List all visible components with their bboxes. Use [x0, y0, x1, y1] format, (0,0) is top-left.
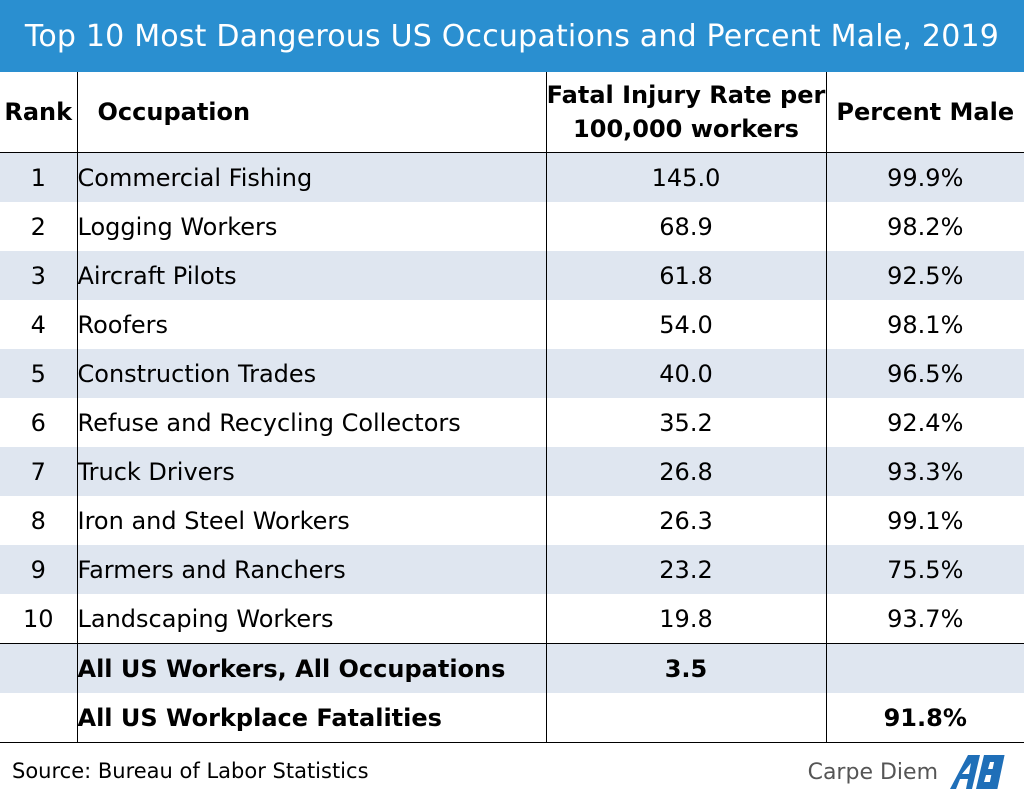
occupation-cell: Construction Trades	[76, 349, 547, 398]
table-row: 4 Roofers 54.0 98.1%	[0, 300, 1024, 349]
fatal-rate-cell: 145.0	[545, 152, 827, 202]
occupation-cell: Commercial Fishing	[76, 152, 547, 202]
summary-male-cell: 91.8%	[825, 693, 1024, 743]
table-row: 7 Truck Drivers 26.8 93.3%	[0, 447, 1024, 496]
fatal-rate-cell: 26.3	[545, 496, 827, 545]
rank-cell: 3	[0, 251, 78, 300]
table-row: 2 Logging Workers 68.9 98.2%	[0, 202, 1024, 251]
percent-male-cell: 75.5%	[825, 545, 1024, 594]
table-row: 1 Commercial Fishing 145.0 99.9%	[0, 152, 1024, 202]
table-row: 6 Refuse and Recycling Collectors 35.2 92.4…	[0, 398, 1024, 447]
rank-cell: 5	[0, 349, 78, 398]
percent-male-cell: 93.3%	[825, 447, 1024, 496]
summary-rate-cell: 3.5	[545, 643, 827, 693]
table-row: 5 Construction Trades 40.0 96.5%	[0, 349, 1024, 398]
summary-row: All US Workplace Fatalities 91.8%	[0, 693, 1024, 743]
header-fatal-injury-rate: Fatal Injury Rate per 100,000 workers	[545, 72, 827, 153]
table-row: 10 Landscaping Workers 19.8 93.7%	[0, 594, 1024, 644]
rank-cell: 9	[0, 545, 78, 594]
summary-rate-cell	[545, 693, 827, 743]
summary-rank-cell	[0, 693, 78, 743]
occupation-cell: Refuse and Recycling Collectors	[76, 398, 547, 447]
summary-label-cell: All US Workers, All Occupations	[76, 643, 547, 693]
occupation-cell: Truck Drivers	[76, 447, 547, 496]
fatal-rate-cell: 23.2	[545, 545, 827, 594]
header-percent-male: Percent Male	[825, 72, 1024, 153]
occupation-cell: Farmers and Ranchers	[76, 545, 547, 594]
percent-male-cell: 92.5%	[825, 251, 1024, 300]
fatal-rate-cell: 19.8	[545, 594, 827, 644]
footer: Source: Bureau of Labor Statistics Carpe…	[0, 745, 1024, 800]
summary-label-cell: All US Workplace Fatalities	[76, 693, 547, 743]
fatal-rate-cell: 26.8	[545, 447, 827, 496]
percent-male-cell: 92.4%	[825, 398, 1024, 447]
brand-text: Carpe Diem	[807, 759, 938, 785]
percent-male-cell: 93.7%	[825, 594, 1024, 644]
fatal-rate-cell: 68.9	[545, 202, 827, 251]
rank-cell: 10	[0, 594, 78, 644]
rank-cell: 1	[0, 152, 78, 202]
occupation-cell: Logging Workers	[76, 202, 547, 251]
table-row: 3 Aircraft Pilots 61.8 92.5%	[0, 251, 1024, 300]
summary-rank-cell	[0, 643, 78, 693]
percent-male-cell: 98.2%	[825, 202, 1024, 251]
rank-cell: 7	[0, 447, 78, 496]
fatal-rate-cell: 35.2	[545, 398, 827, 447]
percent-male-cell: 96.5%	[825, 349, 1024, 398]
aei-logo-icon	[950, 755, 1005, 789]
rank-cell: 8	[0, 496, 78, 545]
percent-male-cell: 99.1%	[825, 496, 1024, 545]
fatal-rate-cell: 61.8	[545, 251, 827, 300]
source-note: Source: Bureau of Labor Statistics	[12, 759, 369, 783]
header-row: Rank Occupation Fatal Injury Rate per 10…	[0, 72, 1024, 153]
summary-male-cell	[825, 643, 1024, 693]
rank-cell: 4	[0, 300, 78, 349]
percent-male-cell: 98.1%	[825, 300, 1024, 349]
occupation-cell: Roofers	[76, 300, 547, 349]
header-rank: Rank	[0, 72, 78, 153]
rank-cell: 6	[0, 398, 78, 447]
table-title: Top 10 Most Dangerous US Occupations and…	[0, 0, 1024, 72]
percent-male-cell: 99.9%	[825, 152, 1024, 202]
fatal-rate-cell: 54.0	[545, 300, 827, 349]
summary-row: All US Workers, All Occupations 3.5	[0, 643, 1024, 693]
occupation-cell: Landscaping Workers	[76, 594, 547, 644]
table-row: 9 Farmers and Ranchers 23.2 75.5%	[0, 545, 1024, 594]
occupation-cell: Aircraft Pilots	[76, 251, 547, 300]
occupations-table: Rank Occupation Fatal Injury Rate per 10…	[0, 72, 1024, 743]
header-occupation: Occupation	[76, 72, 547, 153]
rank-cell: 2	[0, 202, 78, 251]
brand: Carpe Diem	[808, 753, 1008, 791]
table-row: 8 Iron and Steel Workers 26.3 99.1%	[0, 496, 1024, 545]
occupation-cell: Iron and Steel Workers	[76, 496, 547, 545]
fatal-rate-cell: 40.0	[545, 349, 827, 398]
